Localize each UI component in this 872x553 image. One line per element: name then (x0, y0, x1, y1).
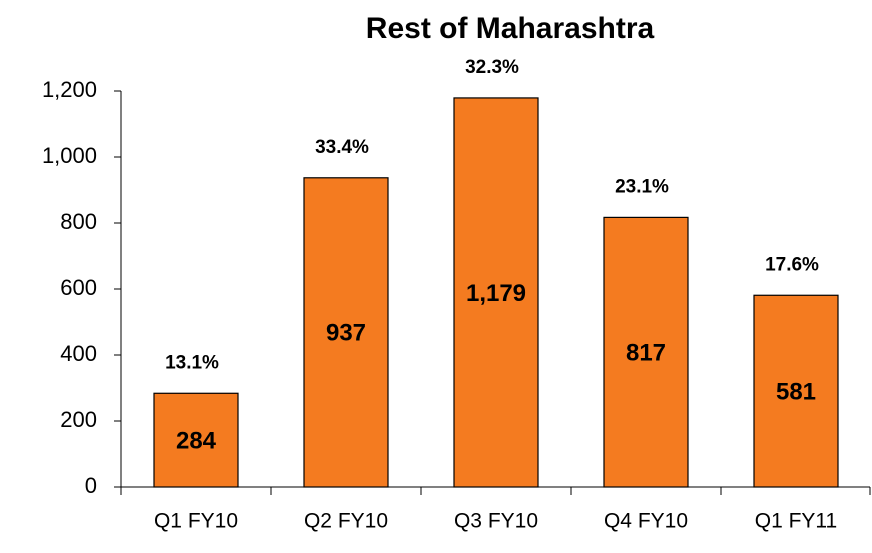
value-label: 581 (776, 378, 816, 405)
y-tick-label: 600 (60, 275, 97, 300)
x-tick-label: Q4 FY10 (604, 510, 688, 533)
y-tick-label: 200 (60, 407, 97, 432)
annotation: 33.4% (315, 137, 369, 158)
x-tick-label: Q1 FY10 (154, 510, 238, 533)
value-label: 817 (626, 340, 666, 367)
bar (603, 216, 689, 488)
x-tick-label: Q1 FY11 (755, 510, 837, 533)
annotation: 23.1% (615, 176, 669, 197)
y-tick-label: 800 (60, 209, 97, 234)
y-tick-label: 0 (85, 473, 97, 498)
y-tick-label: 1,200 (42, 77, 97, 102)
y-tick-label: 1,000 (42, 143, 97, 168)
y-tick-label: 400 (60, 341, 97, 366)
bar (453, 97, 539, 488)
x-tick-label: Q2 FY10 (304, 510, 388, 533)
value-label: 1,179 (466, 280, 526, 307)
bar (303, 177, 389, 488)
bar (753, 294, 839, 488)
annotation: 17.6% (765, 254, 819, 275)
x-tick-label: Q3 FY10 (454, 510, 538, 533)
chart-title: Rest of Maharashtra (366, 12, 655, 45)
bar (153, 392, 239, 488)
value-label: 284 (176, 427, 217, 454)
value-label: 937 (326, 320, 366, 347)
annotation: 32.3% (465, 57, 519, 78)
annotation: 13.1% (165, 352, 219, 373)
